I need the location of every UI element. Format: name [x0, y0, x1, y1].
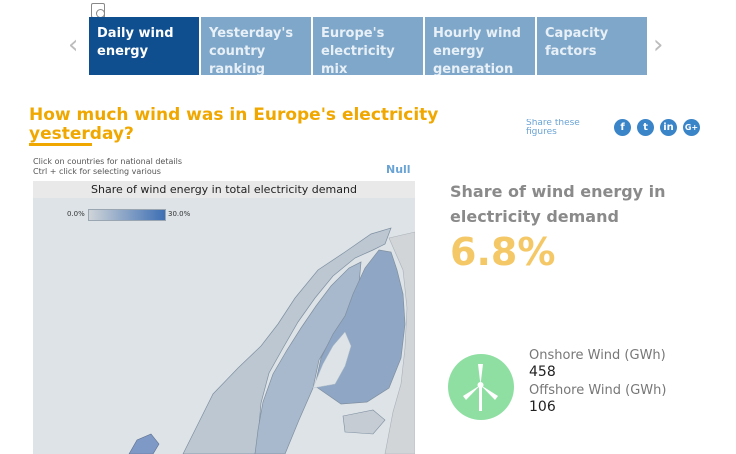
country-uk — [128, 433, 160, 454]
tab-country-ranking[interactable]: Yesterday's country ranking — [201, 17, 311, 75]
gulf-of-bothnia — [312, 331, 352, 389]
linkedin-icon[interactable]: in — [660, 119, 677, 136]
onshore-wind-value: 458 — [529, 364, 556, 380]
prev-arrow-icon[interactable]: ‹ — [68, 30, 79, 60]
tab-daily-wind-energy[interactable]: Daily wind energy — [89, 17, 199, 75]
tab-hourly-generation[interactable]: Hourly wind energy generation — [425, 17, 535, 75]
google-plus-icon[interactable]: G+ — [683, 119, 700, 136]
share-label: Share these figures — [526, 119, 580, 137]
europe-map — [33, 198, 415, 454]
map-hint-line-2: Ctrl + click for selecting various — [33, 167, 161, 176]
tab-bar: Daily wind energy Yesterday's country ra… — [89, 17, 649, 75]
page-icon — [91, 3, 105, 18]
next-arrow-icon[interactable]: › — [653, 30, 664, 60]
country-estonia — [342, 409, 386, 435]
legend-min: 0.0% — [67, 210, 85, 218]
facebook-icon[interactable]: f — [614, 119, 631, 136]
country-norway — [182, 227, 392, 454]
wind-share-map: Share of wind energy in total electricit… — [33, 181, 415, 454]
metric-title: Share of wind energy in electricity dema… — [450, 182, 666, 226]
tab-capacity-factors[interactable]: Capacity factors — [537, 17, 647, 75]
onshore-wind-label: Onshore Wind (GWh) — [529, 348, 666, 363]
legend-max: 30.0% — [168, 210, 191, 218]
country-sweden — [254, 261, 362, 454]
offshore-wind-label: Offshore Wind (GWh) — [529, 383, 667, 398]
map-hint-line-1: Click on countries for national details — [33, 157, 182, 166]
title-underline — [29, 143, 92, 146]
page-title: How much wind was in Europe's electricit… — [29, 105, 439, 144]
map-hint: Click on countries for national details … — [33, 157, 182, 177]
null-filter-label[interactable]: Null — [386, 163, 411, 176]
twitter-icon[interactable]: t — [637, 119, 654, 136]
region-russia — [384, 231, 415, 454]
offshore-wind-value: 106 — [529, 399, 556, 415]
tab-electricity-mix[interactable]: Europe's electricity mix — [313, 17, 423, 75]
wind-turbine-icon — [448, 354, 514, 420]
legend-gradient — [88, 209, 166, 221]
metric-value: 6.8% — [450, 230, 556, 274]
map-title: Share of wind energy in total electricit… — [33, 181, 415, 198]
